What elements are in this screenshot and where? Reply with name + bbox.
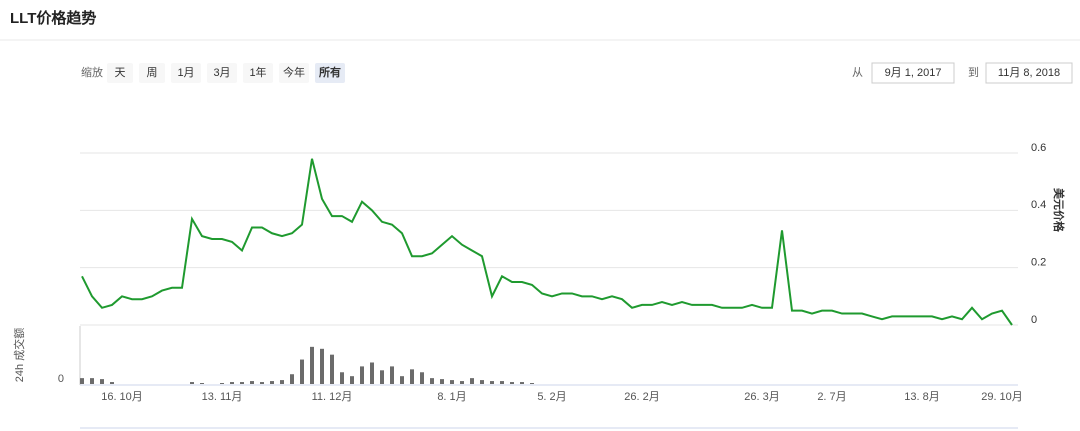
zoom-button[interactable] [207, 63, 237, 83]
zoom-button[interactable] [243, 63, 273, 83]
zoom-button[interactable] [171, 63, 201, 83]
volume-bar [400, 376, 404, 384]
volume-bar [280, 380, 284, 384]
volume-bar [520, 382, 524, 384]
x-tick-label: 26. 3月 [744, 391, 779, 403]
volume-bar [370, 362, 374, 384]
volume-bar [420, 372, 424, 384]
y-axis-title: 美元价格 [1052, 188, 1066, 233]
from-label: 从 [852, 67, 863, 79]
zoom-button-label[interactable]: 周 [147, 66, 158, 79]
x-tick-label: 2. 7月 [817, 391, 846, 403]
x-tick-label: 5. 2月 [537, 391, 566, 403]
volume-bar [270, 381, 274, 384]
volume-bar [390, 366, 394, 384]
x-tick-label: 11. 12月 [312, 391, 353, 403]
volume-bar [460, 381, 464, 384]
volume-bar [530, 383, 534, 384]
to-label: 到 [968, 66, 979, 79]
volume-bar [320, 348, 324, 384]
y-tick-label: 0.6 [1031, 142, 1046, 154]
zoom-button-label[interactable]: 天 [115, 67, 126, 79]
volume-bar [350, 376, 354, 384]
volume-bar [310, 346, 314, 384]
x-tick-label: 29. 10月 [981, 391, 1023, 403]
zoom-button[interactable] [279, 63, 309, 83]
y-tick-label: 0 [1031, 314, 1037, 326]
volume-bar [240, 382, 244, 384]
volume-bar [330, 354, 334, 384]
zoom-button-label[interactable]: 1月 [177, 67, 194, 79]
x-tick-label: 13. 11月 [202, 391, 243, 403]
volume-bar [480, 380, 484, 384]
x-tick-label: 8. 1月 [437, 391, 466, 403]
zoom-button[interactable] [315, 63, 345, 83]
from-input[interactable] [871, 62, 955, 84]
volume-bar [220, 383, 224, 384]
x-tick-label: 26. 2月 [624, 391, 659, 403]
volume-bar [500, 381, 504, 384]
zoom-button[interactable] [107, 63, 133, 83]
y-tick-label: 0.2 [1031, 257, 1046, 269]
zoom-button-label[interactable]: 1年 [249, 65, 266, 79]
zoom-button-label[interactable]: 今年 [283, 65, 305, 79]
to-date[interactable]: 11月 8, 2018 [998, 67, 1060, 79]
volume-bar [230, 382, 234, 384]
price-line [81, 158, 1013, 326]
volume-tick-label: 0 [58, 373, 64, 385]
x-tick-label: 13. 8月 [904, 391, 939, 403]
from-date[interactable]: 9月 1, 2017 [885, 67, 942, 79]
volume-axis-title: 24h 成交额 [12, 328, 26, 382]
page-title: LLT价格趋势 [10, 9, 96, 27]
volume-bar [380, 370, 384, 384]
volume-bar [450, 380, 454, 384]
volume-bar [190, 382, 194, 384]
volume-bar [260, 382, 264, 384]
zoom-button-label[interactable]: 所有 [319, 65, 341, 79]
volume-bar [200, 383, 204, 384]
x-tick-label: 16. 10月 [101, 391, 143, 403]
zoom-label: 缩放 [81, 65, 103, 79]
volume-bar [360, 366, 364, 384]
volume-bar [440, 379, 444, 384]
volume-bar [470, 378, 474, 384]
volume-bar [410, 369, 414, 384]
zoom-bar: 缩放 [81, 65, 103, 79]
to-input[interactable] [985, 62, 1073, 84]
y-tick-label: 0.4 [1031, 199, 1046, 211]
volume-bar [80, 378, 84, 384]
zoom-button-label[interactable]: 3月 [213, 67, 230, 79]
volume-bar [110, 382, 114, 384]
volume-bar [90, 378, 94, 384]
volume-bar [100, 379, 104, 384]
zoom-button[interactable] [139, 63, 165, 83]
volume-bar [510, 382, 514, 384]
volume-bar [430, 378, 434, 384]
volume-bar [250, 381, 254, 384]
volume-bar [290, 374, 294, 384]
volume-bar [340, 372, 344, 384]
volume-bar [300, 359, 304, 384]
volume-bar [490, 381, 494, 384]
